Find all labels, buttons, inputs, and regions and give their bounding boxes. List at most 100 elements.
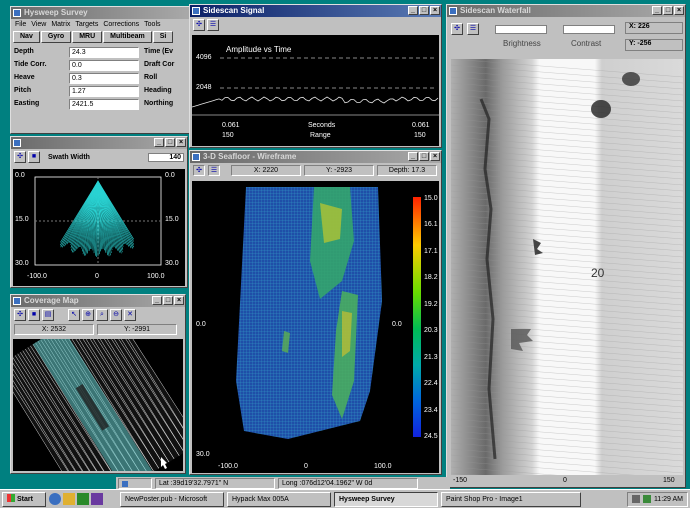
field-label-right: Heading (144, 87, 172, 94)
list-icon[interactable]: ☰ (207, 19, 219, 31)
grid-icon[interactable]: ▤ (42, 309, 54, 321)
zoom-in-icon[interactable]: ⊕ (82, 309, 94, 321)
status-bar: Lat :39d19'32.7971" N Long :076d12'04.19… (116, 477, 450, 490)
app-icon (449, 7, 457, 15)
field-label-right: Northing (144, 100, 174, 107)
field-label: Pitch (14, 87, 32, 94)
task-hysweep[interactable]: Hysweep Survey (334, 491, 438, 507)
desktop-icon[interactable] (77, 493, 89, 505)
minimize-button[interactable]: _ (152, 296, 162, 305)
coverage-titlebar[interactable]: Coverage Map _ □ × (11, 295, 185, 307)
seafloor-x-label-right: 100.0 (374, 463, 392, 470)
close-button[interactable]: × (174, 296, 184, 305)
maximize-button[interactable]: □ (663, 6, 673, 15)
close-button[interactable]: × (176, 138, 186, 147)
maximize-button[interactable]: □ (165, 138, 175, 147)
sidescan-signal-titlebar[interactable]: Sidescan Signal _ □ × (190, 5, 441, 17)
menu-tools[interactable]: Tools (144, 21, 161, 28)
minimize-button[interactable]: _ (652, 6, 662, 15)
list-icon[interactable]: ☰ (467, 23, 479, 35)
scale-label-7: 22.4 (424, 380, 438, 387)
minimize-button[interactable]: _ (408, 6, 418, 15)
menu-file[interactable]: File (15, 21, 27, 28)
waterfall-titlebar[interactable]: Sidescan Waterfall _ □ × (447, 5, 685, 17)
zoom-out-icon[interactable]: ⊖ (110, 309, 122, 321)
minimize-button[interactable]: _ (154, 138, 164, 147)
swath-width-value[interactable]: 140 (148, 152, 184, 162)
swath-window: _ □ × ✣ ■ Swath Width 140 0.0 15.0 30.0 0.… (10, 136, 188, 288)
ie-icon[interactable] (49, 493, 61, 505)
network-icon[interactable] (642, 495, 651, 503)
waterfall-x-label-left: -150 (453, 477, 468, 484)
scale-label-0: 15.0 (424, 195, 438, 202)
close-button[interactable]: × (674, 6, 684, 15)
brightness-slider[interactable] (495, 25, 547, 34)
field-label: Easting (14, 100, 40, 107)
list-icon[interactable]: ☰ (208, 165, 220, 176)
seafloor-y: Y: -2923 (304, 165, 374, 176)
signal-y-label-mid: 2048 (196, 84, 212, 91)
seafloor-canvas[interactable]: 15.0 16.1 17.1 18.2 19.2 20.3 21.3 22.4 … (192, 181, 439, 473)
close-button[interactable]: × (430, 6, 440, 15)
swath-y-label-bottom-right: 30.0 (165, 260, 179, 267)
tab-si[interactable]: Si (152, 31, 174, 43)
settings-icon[interactable]: ✣ (451, 23, 463, 35)
task-newposter[interactable]: NewPoster.pub - Microsoft (120, 491, 224, 507)
maximize-button[interactable]: □ (419, 6, 429, 15)
tab-gyro[interactable]: Gyro (40, 31, 72, 43)
swath-titlebar[interactable]: _ □ × (11, 137, 187, 149)
settings-icon[interactable]: ✣ (14, 309, 26, 321)
menu-matrix[interactable]: Matrix (51, 21, 71, 28)
pan-icon[interactable]: ✕ (124, 309, 136, 321)
coverage-map-canvas[interactable] (11, 297, 185, 473)
scale-label-8: 23.4 (424, 407, 438, 414)
settings-icon[interactable]: ✣ (193, 165, 205, 176)
minimize-button[interactable]: _ (408, 152, 418, 161)
waterfall-image[interactable]: 20 (451, 59, 683, 475)
hysweep-survey-titlebar[interactable]: Hysweep Survey (11, 7, 189, 19)
tab-multibeam[interactable]: Multibeam (103, 31, 152, 43)
channel-icon[interactable] (91, 493, 103, 505)
arrow-icon[interactable]: ↖ (68, 309, 80, 321)
seafloor-x-label-center: 0 (304, 463, 308, 470)
start-button[interactable]: Start (2, 491, 46, 507)
app-icon (13, 297, 21, 305)
scale-label-4: 19.2 (424, 301, 438, 308)
coverage-svg (11, 297, 185, 473)
zoom-icon[interactable]: ⌕ (96, 309, 108, 321)
menu-corrections[interactable]: Corrections (103, 21, 140, 28)
swath-x-label-center: 0 (95, 273, 99, 280)
menu-targets[interactable]: Targets (75, 21, 99, 28)
swath-svg (34, 176, 162, 266)
settings-icon[interactable]: ✣ (14, 151, 26, 163)
taskbar: Start NewPoster.pub - Microsoft Hypack M… (0, 489, 690, 508)
status-long: Long :076d12'04.1962" W 0d (278, 478, 418, 489)
menu-view[interactable]: View (31, 21, 47, 28)
settings-icon[interactable]: ✣ (193, 19, 205, 31)
brightness-label: Brightness (503, 39, 541, 48)
task-paintshop[interactable]: Paint Shop Pro - Image1 (441, 491, 581, 507)
clock[interactable]: 11:29 AM (653, 495, 683, 503)
signal-toolbar: ✣ ☰ (190, 17, 441, 33)
maximize-button[interactable]: □ (163, 296, 173, 305)
window-title: Hysweep Survey (24, 8, 88, 17)
page-icon[interactable]: ■ (28, 309, 40, 321)
tab-nav[interactable]: Nav (13, 31, 40, 43)
tab-mru[interactable]: MRU (72, 31, 103, 43)
page-icon[interactable]: ■ (28, 151, 40, 163)
speaker-icon[interactable] (631, 495, 640, 503)
outlook-icon[interactable] (63, 493, 75, 505)
maximize-button[interactable]: □ (419, 152, 429, 161)
seafloor-left-label-top: 0.0 (196, 321, 206, 328)
scale-label-2: 17.1 (424, 248, 438, 255)
seafloor-svg (236, 187, 421, 439)
task-hypack[interactable]: Hypack Max 005A (227, 491, 331, 507)
swath-y-label-top-right: 0.0 (165, 172, 175, 179)
seafloor-titlebar[interactable]: 3-D Seafloor - Wireframe _ □ × (190, 151, 441, 163)
app-icon (13, 9, 21, 17)
hysweep-survey-window: Hysweep Survey File View Matrix Targets … (10, 6, 190, 134)
close-button[interactable]: × (430, 152, 440, 161)
coverage-map-window: Coverage Map _ □ × ✣ ■ ▤ ↖ ⊕ ⌕ ⊖ ✕ X: 2532… (10, 294, 186, 474)
contrast-slider[interactable] (563, 25, 615, 34)
device-tabs: Nav Gyro MRU Multibeam Si (11, 30, 189, 44)
